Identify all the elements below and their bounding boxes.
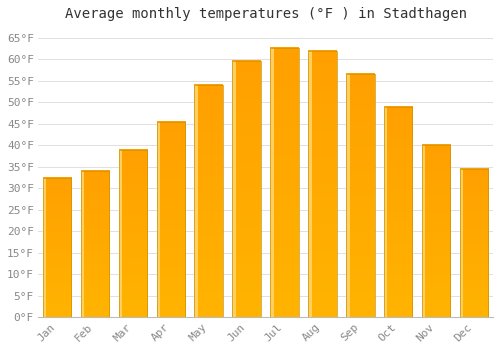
Bar	[194, 85, 223, 317]
Bar	[460, 169, 464, 317]
Bar	[118, 149, 147, 317]
Bar	[43, 177, 46, 317]
Bar	[81, 171, 109, 317]
Bar	[422, 145, 450, 317]
Title: Average monthly temperatures (°F ) in Stadthagen: Average monthly temperatures (°F ) in St…	[64, 7, 466, 21]
Bar	[270, 48, 299, 317]
Bar	[384, 106, 388, 317]
Bar	[384, 106, 412, 317]
Bar	[270, 48, 274, 317]
Bar	[156, 121, 185, 317]
Bar	[156, 121, 160, 317]
Bar	[194, 85, 198, 317]
Bar	[308, 51, 312, 317]
Bar	[232, 61, 236, 317]
Bar	[346, 74, 374, 317]
Bar	[81, 171, 84, 317]
Bar	[118, 149, 122, 317]
Bar	[308, 51, 336, 317]
Bar	[43, 177, 72, 317]
Bar	[232, 61, 261, 317]
Bar	[422, 145, 426, 317]
Bar	[346, 74, 350, 317]
Bar	[460, 169, 488, 317]
